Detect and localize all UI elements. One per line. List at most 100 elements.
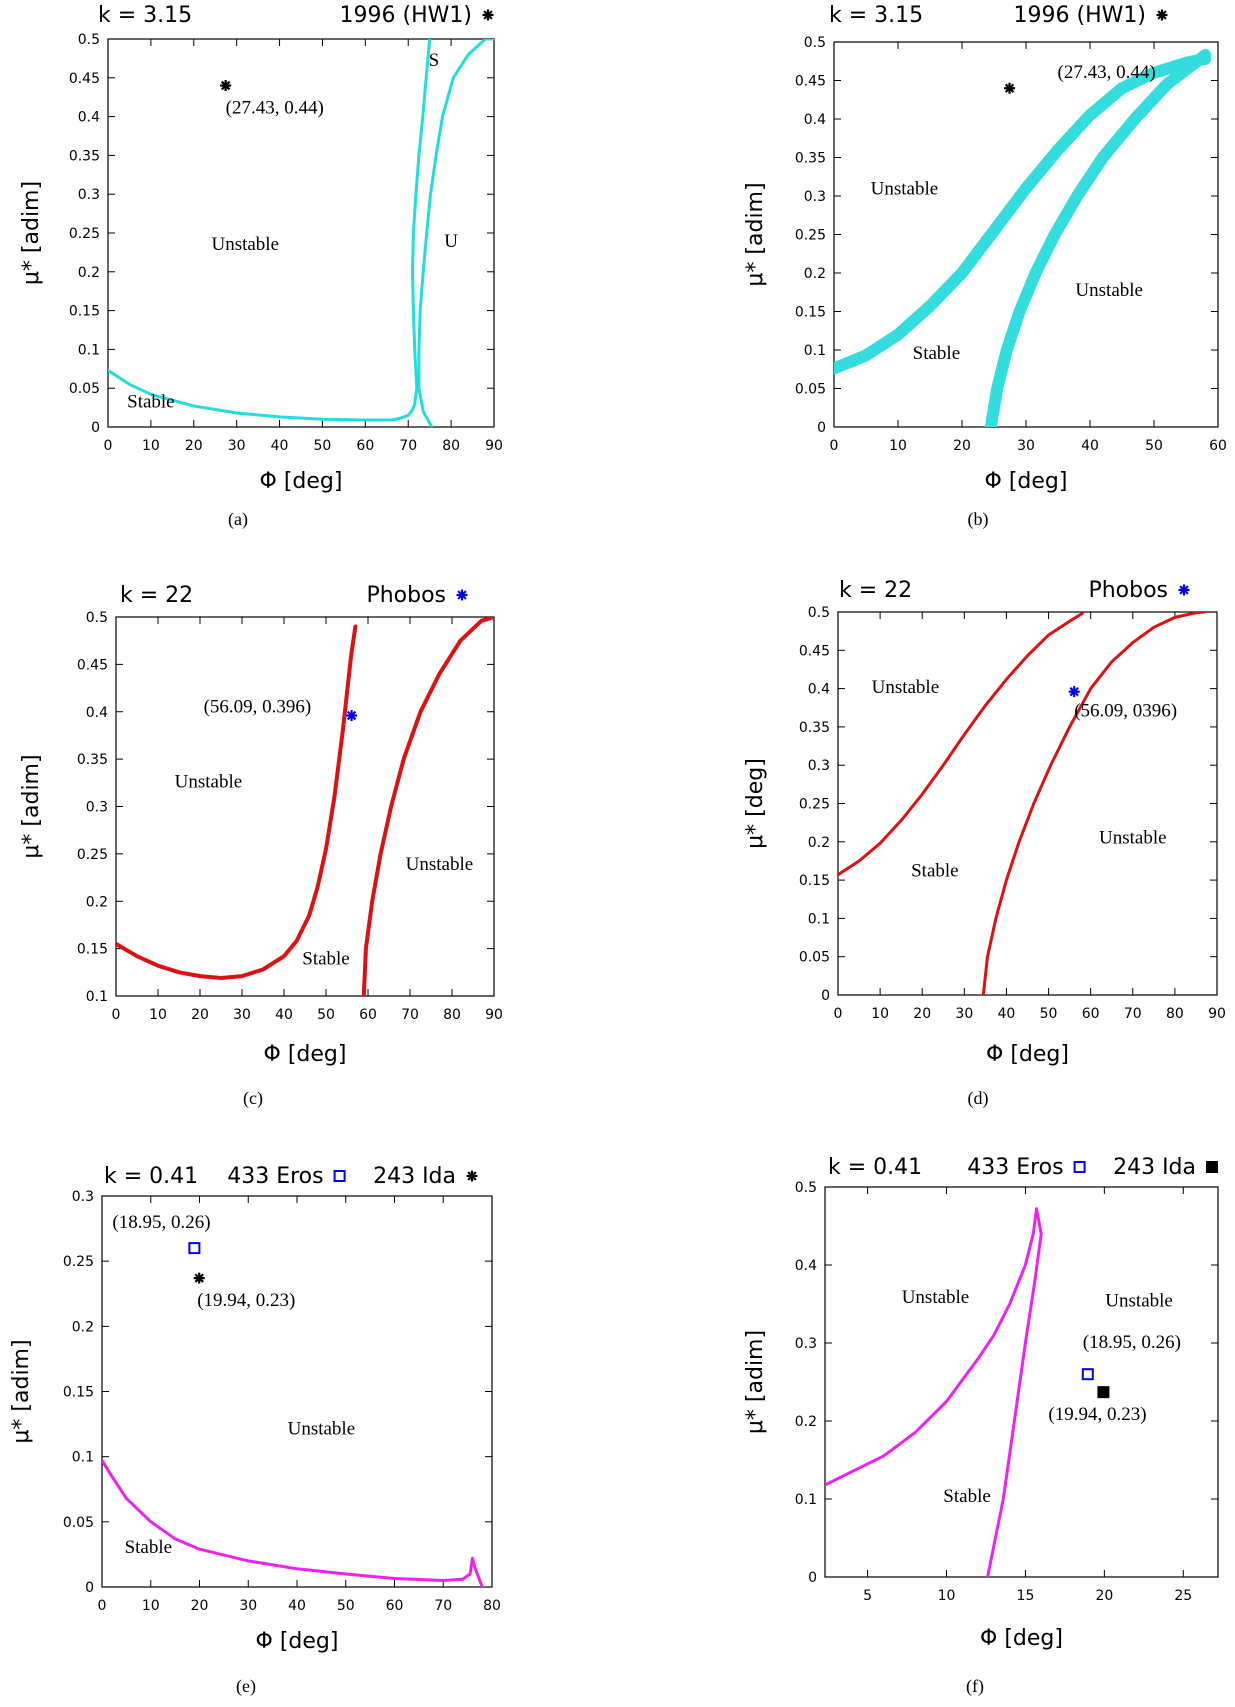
panel-title: k = 0.41 bbox=[828, 1155, 922, 1180]
y-axis-label: μ* [adim] bbox=[19, 754, 44, 858]
region-label: Unstable bbox=[1105, 1290, 1173, 1311]
legend-label: 433 Eros bbox=[227, 1164, 323, 1189]
y-tick-label: 0.2 bbox=[72, 1319, 94, 1335]
y-tick-label: 0 bbox=[91, 420, 100, 436]
data-point-marker-stroke bbox=[346, 710, 357, 721]
panel-title: k = 3.15 bbox=[98, 3, 192, 28]
region-label: Unstable bbox=[288, 1419, 356, 1440]
y-tick-label: 0.4 bbox=[804, 112, 826, 128]
series-line-1 bbox=[834, 52, 1212, 375]
y-tick-label: 0.45 bbox=[799, 643, 830, 659]
series-line-1 bbox=[825, 1207, 1038, 1487]
legend-marker-stroke bbox=[457, 590, 467, 600]
series-line-2 bbox=[984, 49, 1212, 427]
region-label: Stable bbox=[913, 343, 961, 364]
y-tick-label: 0.5 bbox=[804, 35, 826, 51]
x-tick-label: 10 bbox=[938, 1588, 956, 1604]
y-tick-label: 0.3 bbox=[78, 187, 100, 203]
data-point-label: (19.94, 0.23) bbox=[197, 1290, 295, 1311]
panel-d: 0 10 20 30 40 50 60 70 80 90 0 0.05 0.1 0.15 0.2 0.25 0.… bbox=[743, 578, 1226, 1109]
panel-title: k = 22 bbox=[120, 583, 193, 608]
x-axis-label: Φ [deg] bbox=[256, 1629, 339, 1654]
legend-label: 243 Ida bbox=[1113, 1155, 1196, 1180]
x-tick-label: 5 bbox=[863, 1588, 872, 1604]
legend-marker-stroke bbox=[467, 1171, 477, 1181]
series-line-2 bbox=[417, 39, 494, 427]
y-tick-label: 0 bbox=[808, 1570, 817, 1586]
y-tick-label: 0.3 bbox=[72, 1189, 94, 1205]
x-tick-label: 30 bbox=[239, 1598, 257, 1614]
y-axis-label: μ* [deg] bbox=[743, 758, 768, 849]
y-tick-label: 0.1 bbox=[86, 989, 108, 1005]
y-tick-label: 0.25 bbox=[69, 226, 100, 242]
series-line-2 bbox=[981, 612, 1206, 995]
y-axis-label: μ* [adim] bbox=[743, 1330, 768, 1434]
data-point-marker-stroke bbox=[220, 80, 231, 91]
x-tick-label: 20 bbox=[953, 438, 971, 454]
x-tick-label: 60 bbox=[386, 1598, 404, 1614]
y-tick-label: 0 bbox=[821, 988, 830, 1004]
data-point-marker bbox=[1068, 686, 1080, 698]
data-point-label: (27.43, 0.44) bbox=[1058, 62, 1156, 83]
region-label: Stable bbox=[127, 392, 175, 413]
region-label: Unstable bbox=[175, 772, 243, 793]
data-point-marker bbox=[346, 710, 358, 722]
x-tick-label: 60 bbox=[1082, 1006, 1100, 1022]
x-tick-label: 0 bbox=[104, 438, 113, 454]
x-tick-label: 50 bbox=[1145, 438, 1163, 454]
data-point-label: (18.95, 0.26) bbox=[112, 1212, 210, 1233]
data-point-label: (19.94, 0.23) bbox=[1048, 1404, 1146, 1425]
region-label: Unstable bbox=[406, 854, 474, 875]
x-tick-label: 15 bbox=[1017, 1588, 1035, 1604]
x-tick-label: 90 bbox=[485, 438, 503, 454]
panel-caption: (d) bbox=[968, 1088, 989, 1109]
x-tick-label: 80 bbox=[1166, 1006, 1184, 1022]
region-label: U bbox=[444, 231, 458, 252]
data-point-label: (27.43, 0.44) bbox=[226, 98, 324, 119]
y-tick-label: 0.4 bbox=[78, 110, 100, 126]
panel-title: k = 22 bbox=[839, 578, 912, 603]
y-tick-label: 0.2 bbox=[795, 1414, 817, 1430]
data-point-marker bbox=[220, 80, 232, 92]
legend-marker bbox=[333, 1170, 346, 1182]
y-tick-label: 0.4 bbox=[808, 682, 830, 698]
y-tick-label: 0.45 bbox=[77, 657, 108, 673]
y-tick-label: 0 bbox=[817, 420, 826, 436]
x-tick-label: 0 bbox=[834, 1006, 843, 1022]
panel-f: 5 10 15 20 25 0 0.1 0.2 0.3 0.4 0.5 Unstable Unstabl… bbox=[743, 1155, 1219, 1697]
panel-b: 0 10 20 30 40 50 60 0 0.05 0.1 0.15 0.2 0.25 0.3 0.35 0… bbox=[743, 3, 1227, 530]
x-tick-label: 20 bbox=[191, 1007, 209, 1023]
x-tick-label: 25 bbox=[1174, 1588, 1192, 1604]
y-tick-label: 0.05 bbox=[69, 381, 100, 397]
x-tick-label: 20 bbox=[1095, 1588, 1113, 1604]
y-tick-label: 0.5 bbox=[808, 605, 830, 621]
panel-caption: (a) bbox=[228, 509, 248, 530]
y-tick-label: 0.15 bbox=[795, 305, 826, 321]
legend-label: 1996 (HW1) bbox=[1014, 3, 1146, 28]
x-tick-label: 10 bbox=[871, 1006, 889, 1022]
x-axis-label: Φ [deg] bbox=[980, 1626, 1063, 1651]
legend-label: 1996 (HW1) bbox=[340, 3, 472, 28]
x-tick-label: 10 bbox=[889, 438, 907, 454]
series-line-1 bbox=[838, 612, 1084, 877]
y-tick-label: 0.5 bbox=[86, 610, 108, 626]
panel-title: k = 0.41 bbox=[104, 1164, 198, 1189]
x-tick-label: 60 bbox=[1209, 438, 1227, 454]
region-label: Stable bbox=[125, 1537, 173, 1558]
legend-marker bbox=[1206, 1161, 1218, 1173]
y-tick-label: 0.25 bbox=[77, 847, 108, 863]
y-tick-label: 0.2 bbox=[808, 835, 830, 851]
data-point-marker bbox=[188, 1242, 201, 1255]
legend-marker bbox=[1156, 9, 1168, 21]
axes-frame bbox=[837, 611, 1218, 996]
series-line-2 bbox=[986, 1207, 1043, 1577]
x-tick-label: 70 bbox=[401, 1007, 419, 1023]
y-axis-label: μ* [adim] bbox=[743, 182, 768, 286]
x-tick-label: 50 bbox=[337, 1598, 355, 1614]
x-tick-label: 80 bbox=[442, 438, 460, 454]
x-axis-label: Φ [deg] bbox=[264, 1042, 347, 1067]
legend-marker-stroke bbox=[1179, 585, 1189, 595]
x-tick-label: 80 bbox=[443, 1007, 461, 1023]
y-tick-label: 0.2 bbox=[78, 265, 100, 281]
legend-marker bbox=[466, 1170, 478, 1182]
